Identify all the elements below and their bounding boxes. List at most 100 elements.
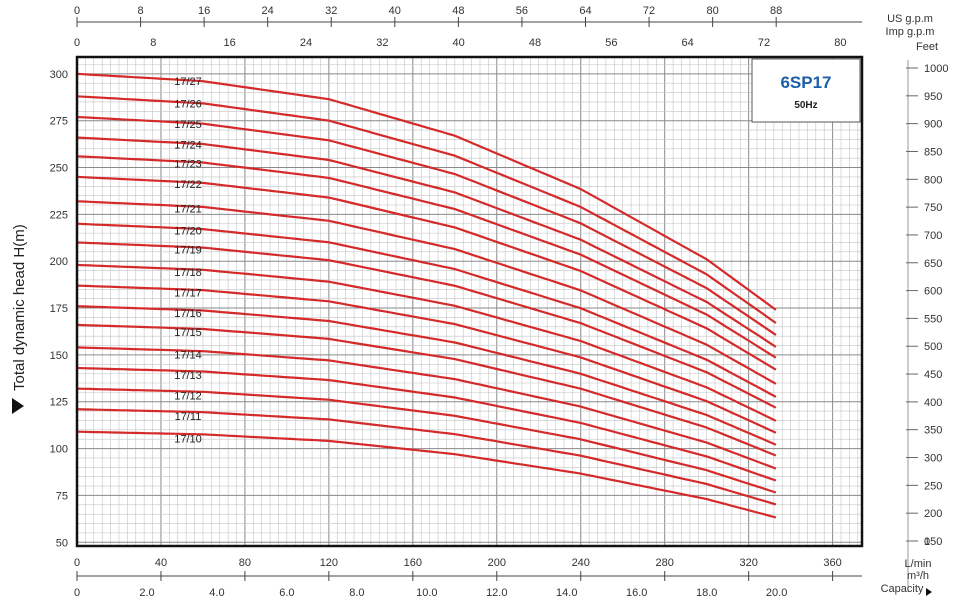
- curve-17-27: [76, 72, 777, 311]
- curve-label-17-27: 17/27: [174, 76, 202, 88]
- y-tick-label: 300: [50, 69, 68, 81]
- y-tick-label: 100: [50, 444, 68, 456]
- feet-tick-label: 800: [924, 174, 942, 186]
- m3h-unit-label: m³/h: [907, 570, 929, 582]
- feet-tick-label: 300: [924, 453, 942, 465]
- us-gpm-tick-label: 56: [516, 5, 528, 17]
- curve-17-18: [76, 263, 777, 422]
- curve-label-17-26: 17/26: [174, 98, 202, 110]
- us-gpm-tick-label: 40: [389, 5, 401, 17]
- curve-17-15: [76, 323, 777, 457]
- curve-17-19: [76, 241, 777, 409]
- imp-gpm-tick-label: 64: [682, 37, 694, 49]
- lpm-tick-label: 200: [488, 557, 506, 569]
- m3h-tick-label: 6.0: [279, 587, 294, 599]
- y-tick-label: 175: [50, 303, 68, 315]
- chart-subtitle: 50Hz: [794, 100, 817, 111]
- imp-gpm-tick-label: 16: [224, 37, 236, 49]
- chart-title: 6SP17: [780, 73, 831, 92]
- feet-tick-label: 0: [924, 536, 930, 548]
- curve-label-17-15: 17/15: [174, 327, 202, 339]
- lpm-tick-label: 160: [404, 557, 422, 569]
- y-tick-label: 75: [56, 490, 68, 502]
- capacity-arrow-icon: [926, 588, 932, 596]
- curve-label-17-19: 17/19: [174, 244, 202, 256]
- curve-17-26: [76, 95, 777, 324]
- feet-tick-label: 600: [924, 286, 942, 298]
- feet-tick-label: 500: [924, 341, 942, 353]
- y-axis: 50 75 100 125 150 175 200 225 250 275 300: [50, 69, 68, 549]
- imp-gpm-tick-label: 56: [605, 37, 617, 49]
- curve-17-17: [76, 284, 777, 434]
- bottom-axes: 0 40 80 120 160 200 240 280 320 360 0 2.0 4.0 6.0 8.0 1…: [74, 557, 932, 599]
- m3h-tick-label: 10.0: [416, 587, 437, 599]
- y-axis-title: Total dynamic head H(m): [11, 224, 28, 391]
- y-tick-label: 50: [56, 537, 68, 549]
- lpm-unit-label: L/min: [905, 558, 932, 570]
- feet-tick-label: 750: [924, 202, 942, 214]
- curve-label-17-18: 17/18: [174, 267, 202, 279]
- curve-17-16: [76, 305, 777, 446]
- us-gpm-tick-label: 64: [579, 5, 591, 17]
- us-gpm-tick-label: 72: [643, 5, 655, 17]
- top-axes: 0 8 16 24 32 40 48 56 64 72 80 88 0 8 16 24 32 40 48 56 64 72…: [74, 5, 935, 49]
- m3h-tick-label: 12.0: [486, 587, 507, 599]
- imp-gpm-tick-label: 0: [74, 37, 80, 49]
- us-gpm-tick-label: 80: [706, 5, 718, 17]
- us-gpm-tick-label: 48: [452, 5, 464, 17]
- y-tick-label: 150: [50, 350, 68, 362]
- m3h-tick-label: 8.0: [349, 587, 364, 599]
- curve-label-17-17: 17/17: [174, 288, 202, 300]
- model-title-box: 6SP17 50Hz: [751, 58, 861, 123]
- us-gpm-tick-label: 0: [74, 5, 80, 17]
- curve-17-23: [76, 155, 777, 359]
- m3h-tick-label: 16.0: [626, 587, 647, 599]
- us-gpm-tick-label: 16: [198, 5, 210, 17]
- curve-label-17-22: 17/22: [174, 179, 202, 191]
- curve-label-17-21: 17/21: [174, 203, 202, 215]
- imp-gpm-tick-label: 80: [834, 37, 846, 49]
- curve-label-17-13: 17/13: [174, 370, 202, 382]
- imp-gpm-unit-label: Imp g.p.m: [886, 26, 935, 38]
- curve-label-17-20: 17/20: [174, 226, 202, 238]
- lpm-tick-label: 80: [239, 557, 251, 569]
- m3h-tick-label: 20.0: [766, 587, 787, 599]
- feet-tick-label: 950: [924, 91, 942, 103]
- us-gpm-tick-label: 24: [262, 5, 274, 17]
- imp-gpm-tick-label: 48: [529, 37, 541, 49]
- m3h-tick-label: 2.0: [139, 587, 154, 599]
- lpm-tick-label: 360: [823, 557, 841, 569]
- feet-tick-label: 700: [924, 230, 942, 242]
- imp-gpm-tick-label: 40: [453, 37, 465, 49]
- capacity-label: Capacity: [881, 583, 924, 595]
- curve-17-10: [76, 430, 777, 519]
- curve-label-17-10: 17/10: [174, 434, 202, 446]
- lpm-tick-label: 320: [739, 557, 757, 569]
- y-tick-label: 250: [50, 163, 68, 175]
- feet-tick-label: 350: [924, 425, 942, 437]
- curve-17-22: [76, 175, 777, 371]
- title-box-border: [751, 58, 861, 123]
- y-tick-label: 125: [50, 397, 68, 409]
- curve-17-12: [76, 387, 777, 494]
- curve-label-17-25: 17/25: [174, 119, 202, 131]
- imp-gpm-tick-label: 72: [758, 37, 770, 49]
- m3h-tick-label: 14.0: [556, 587, 577, 599]
- feet-tick-label: 850: [924, 146, 942, 158]
- plot-frame: [75, 55, 864, 548]
- curve-17-24: [76, 136, 777, 348]
- curve-17-21: [76, 200, 777, 385]
- us-gpm-tick-label: 8: [137, 5, 143, 17]
- us-gpm-tick-label: 88: [770, 5, 782, 17]
- y-axis-label: Total dynamic head H(m): [11, 224, 28, 414]
- y-tick-label: 200: [50, 256, 68, 268]
- feet-tick-label: 150: [924, 536, 942, 548]
- imp-gpm-tick-label: 8: [150, 37, 156, 49]
- curve-label-17-24: 17/24: [174, 140, 202, 152]
- curve-17-13: [76, 366, 777, 482]
- curve-17-14: [76, 346, 777, 470]
- lpm-tick-label: 0: [74, 557, 80, 569]
- curve-17-20: [76, 222, 777, 398]
